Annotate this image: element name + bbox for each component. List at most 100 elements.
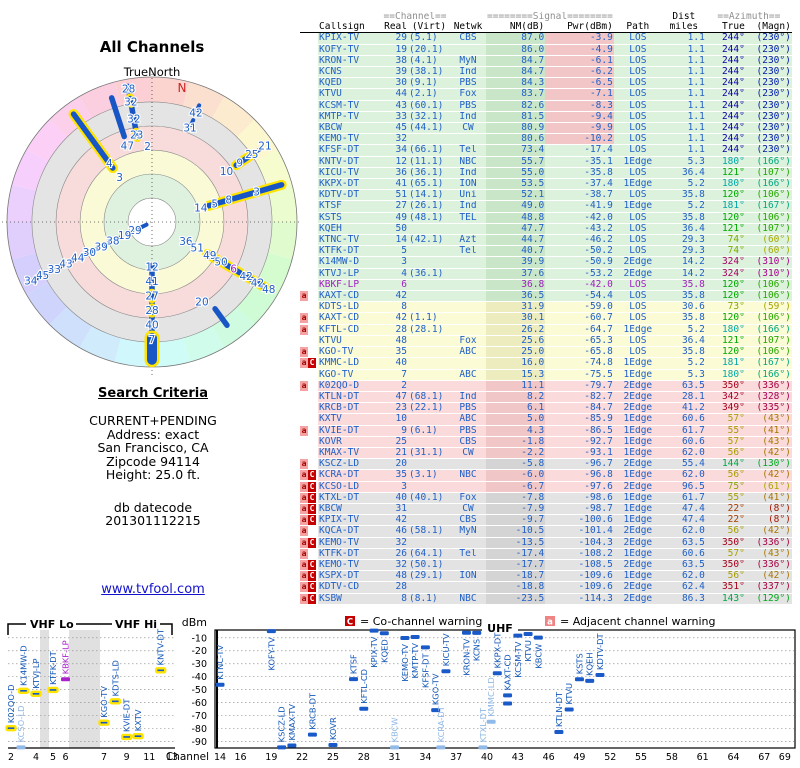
azimuth-magn-cell: (41°) bbox=[745, 492, 792, 504]
nm-cell: 53.5 bbox=[486, 178, 546, 191]
station-label: KPIX-TV bbox=[369, 636, 379, 667]
real-channel-cell: 4 bbox=[380, 268, 408, 280]
dist-cell: 36.4 bbox=[661, 167, 706, 180]
channel-tick-label: 19 bbox=[265, 752, 277, 763]
azimuth-true-cell: 120° bbox=[705, 212, 746, 224]
azimuth-true-cell: 244° bbox=[705, 88, 746, 101]
signal-marker bbox=[47, 686, 59, 694]
search-zipcode: Zipcode 94114 bbox=[106, 453, 200, 469]
nm-cell: 44.7 bbox=[486, 234, 546, 247]
azimuth-magn-cell: (336°) bbox=[745, 559, 792, 572]
dist-cell: 1.1 bbox=[661, 144, 706, 157]
callsign-cell: KCRA-DT bbox=[318, 469, 380, 482]
nm-cell: -17.4 bbox=[486, 548, 546, 560]
nm-cell: 36.5 bbox=[486, 290, 546, 303]
virtual-channel-cell: (44.1) bbox=[408, 122, 450, 135]
virtual-channel-cell: (22.1) bbox=[408, 402, 450, 415]
azimuth-magn-cell: (8°) bbox=[745, 503, 792, 516]
callsign-cell: KQCA-DT bbox=[318, 525, 380, 538]
station-label: KGO-TV bbox=[431, 673, 441, 705]
virtual-channel-cell bbox=[408, 413, 450, 426]
real-channel-cell: 43 bbox=[380, 100, 408, 112]
azimuth-true-cell: 350° bbox=[705, 537, 746, 549]
radar-signal-bar bbox=[55, 263, 64, 271]
azimuth-color-sector bbox=[267, 184, 297, 222]
real-channel-cell: 3 bbox=[380, 256, 408, 269]
pwr-cell: -82.7 bbox=[545, 391, 614, 404]
network-cell: ION bbox=[450, 570, 486, 583]
network-cell: Tel bbox=[450, 144, 486, 157]
pwr-cell: -98.6 bbox=[545, 492, 614, 504]
azimuth-color-sector bbox=[212, 306, 255, 348]
pwr-cell: -10.2 bbox=[545, 133, 614, 146]
station-label: KXTV bbox=[133, 709, 143, 731]
azimuth-magn-cell: (106°) bbox=[745, 212, 792, 224]
dist-cell: 1.1 bbox=[661, 122, 706, 135]
network-cell: MyN bbox=[450, 525, 486, 538]
station-label: KTVU bbox=[523, 640, 533, 662]
nm-cell: -6.0 bbox=[486, 469, 546, 482]
virtual-channel-cell: (14.1) bbox=[408, 189, 450, 202]
dist-cell: 62.4 bbox=[661, 581, 706, 594]
callsign-cell: KICU-TV bbox=[318, 167, 380, 180]
pwr-cell: -93.1 bbox=[545, 447, 614, 460]
cochannel-warning-badge: C bbox=[308, 559, 316, 570]
dist-cell: 55.4 bbox=[661, 458, 706, 471]
table-row: KTSF 27 (26.1) Ind 49.0 -41.9 1Edge 5.2 181° (16… bbox=[300, 200, 792, 213]
real-channel-cell: 39 bbox=[380, 66, 408, 79]
nm-cell: 48.8 bbox=[486, 212, 546, 224]
dist-cell: 41.2 bbox=[661, 402, 706, 415]
virtual-channel-cell: (36.1) bbox=[408, 167, 450, 180]
real-channel-cell: 26 bbox=[380, 548, 408, 560]
pwr-cell: -17.4 bbox=[545, 144, 614, 157]
pwr-cell: -96.7 bbox=[545, 458, 614, 471]
tvfool-link[interactable]: www.tvfool.com bbox=[101, 581, 205, 597]
header-dist: Dist bbox=[672, 12, 696, 22]
azimuth-magn-cell: (107°) bbox=[745, 335, 792, 348]
dist-cell: 1.1 bbox=[661, 133, 706, 146]
station-label: K02QO-D bbox=[6, 684, 16, 723]
dist-cell: 62.0 bbox=[661, 525, 706, 538]
table-row: a C KMMC-LD 40 16.0 -74.8 1Edge 5.2 181° (167°) bbox=[300, 357, 792, 370]
table-row: KDTS-LD 8 31.9 -59.0 LOS 30.6 73° (59°) bbox=[300, 301, 792, 314]
nm-cell: 86.0 bbox=[486, 44, 546, 56]
azimuth-true-cell: 56° bbox=[705, 525, 746, 538]
dbm-tick-label: -20 bbox=[191, 646, 207, 657]
virtual-channel-cell: (65.1) bbox=[408, 178, 450, 191]
virtual-channel-cell: (29.1) bbox=[408, 570, 450, 583]
channel-tick-label: 25 bbox=[327, 752, 339, 763]
table-row: KNTV-DT 12 (11.1) NBC 55.7 -35.1 1Edge 5.3 180°… bbox=[300, 156, 792, 168]
callsign-cell: KDTS-LD bbox=[318, 301, 380, 314]
signal-marker bbox=[441, 669, 451, 674]
azimuth-magn-cell: (41°) bbox=[745, 425, 792, 437]
dist-cell: 1.1 bbox=[661, 111, 706, 124]
nm-cell: 36.8 bbox=[486, 279, 546, 292]
pwr-cell: -54.4 bbox=[545, 290, 614, 303]
header-azimuth-group: ==Azimuth== bbox=[717, 12, 781, 22]
network-cell bbox=[450, 268, 486, 280]
table-row: a C KCRA-DT 35 (3.1) NBC -6.0 -96.8 1Edge 62.0 56… bbox=[300, 469, 792, 482]
network-cell: ION bbox=[450, 178, 486, 191]
callsign-cell: KQED bbox=[318, 77, 380, 90]
adjacent-warning-badge: a bbox=[300, 571, 308, 581]
dist-cell: 62.0 bbox=[661, 570, 706, 583]
azimuth-magn-cell: (230°) bbox=[745, 111, 792, 124]
virtual-channel-cell: (5.1) bbox=[408, 32, 450, 45]
table-row: KPIX-TV 29 (5.1) CBS 87.0 -3.9 LOS 1.1 244° (230… bbox=[300, 32, 792, 45]
adjacent-warning-badge: a bbox=[300, 358, 308, 368]
callsign-cell: KSTS bbox=[318, 212, 380, 224]
azimuth-color-sector bbox=[236, 119, 278, 162]
radar-channel-label: 44 bbox=[71, 253, 85, 265]
callsign-cell: KTNC-TV bbox=[318, 234, 380, 247]
path-cell: LOS bbox=[613, 144, 662, 157]
table-row: a C KSBW 8 (8.1) NBC -23.5 -114.3 2Edge 86.3 143°… bbox=[300, 593, 792, 605]
warning-flags: a bbox=[300, 312, 318, 325]
station-label: KCSO-LD bbox=[16, 706, 26, 743]
network-cell: NBC bbox=[450, 156, 486, 168]
network-cell: PBS bbox=[450, 77, 486, 90]
signal-marker bbox=[287, 743, 297, 748]
azimuth-magn-cell: (43°) bbox=[745, 548, 792, 560]
path-cell: 1Edge bbox=[613, 413, 662, 426]
signal-marker bbox=[30, 690, 42, 697]
